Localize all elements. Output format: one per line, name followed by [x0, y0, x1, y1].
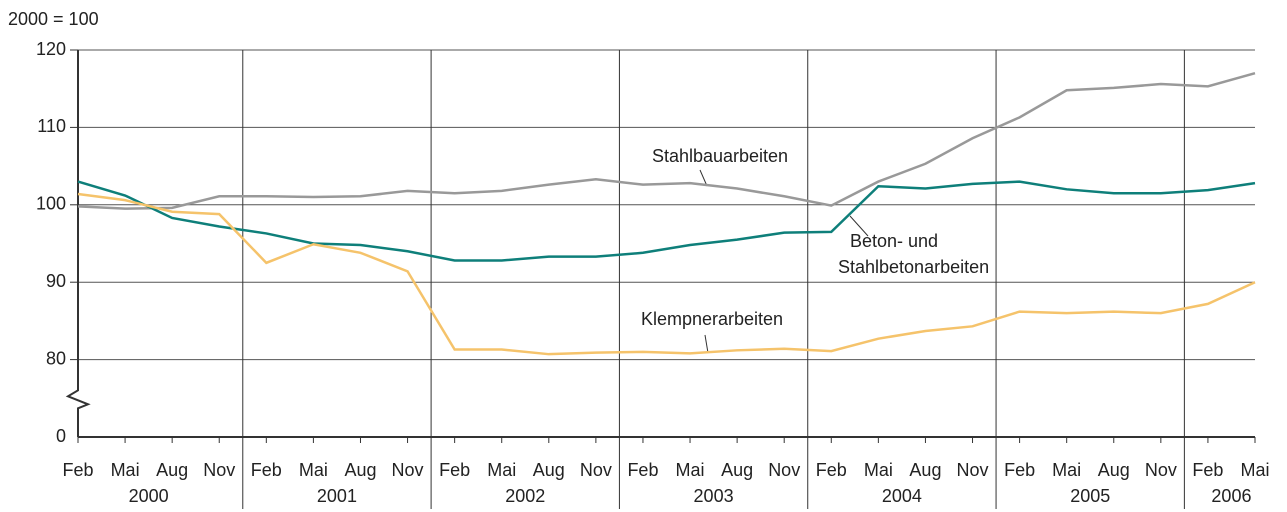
- x-tick-label: Feb: [439, 460, 470, 480]
- leaders: [699, 169, 869, 354]
- leader-line: [704, 334, 709, 354]
- y-tick-label: 90: [46, 271, 66, 291]
- x-tick-label: Feb: [627, 460, 658, 480]
- x-tick-label: Mai: [299, 460, 328, 480]
- series-line: [77, 192, 1256, 356]
- x-tick-label: Mai: [676, 460, 705, 480]
- y-axis: [65, 50, 91, 437]
- x-tick-label: Nov: [580, 460, 612, 480]
- y-tick-label: 0: [56, 426, 66, 446]
- series-label: Beton- und Stahlbetonarbeiten: [838, 231, 990, 277]
- year-label: 2005: [1070, 486, 1110, 506]
- series-line: [77, 72, 1256, 210]
- x-tick-label: Nov: [203, 460, 235, 480]
- year-label: 2002: [505, 486, 545, 506]
- x-tick-label: Aug: [533, 460, 565, 480]
- series-label: Stahlbauarbeiten: [652, 146, 788, 166]
- x-tick-label: Aug: [1098, 460, 1130, 480]
- x-tick-label: Feb: [62, 460, 93, 480]
- x-tick-label: Mai: [487, 460, 516, 480]
- y-tick-label: 100: [36, 194, 66, 214]
- x-tick-label: Aug: [344, 460, 376, 480]
- year-label: 2003: [694, 486, 734, 506]
- x-tick-label: Feb: [251, 460, 282, 480]
- x-tick-label: Nov: [768, 460, 800, 480]
- x-tick-label: Mai: [864, 460, 893, 480]
- y-tick-label: 110: [37, 116, 66, 136]
- y-axis-label: 2000 = 100: [8, 9, 99, 29]
- x-tick-label: Feb: [816, 460, 847, 480]
- x-tick-label: Mai: [111, 460, 140, 480]
- series-label: Klempnerarbeiten: [641, 309, 783, 329]
- x-tick-label: Nov: [392, 460, 424, 480]
- year-label: 2000: [129, 486, 169, 506]
- x-tick-label: Aug: [909, 460, 941, 480]
- y-tick-label: 120: [36, 39, 66, 59]
- series-line: [77, 180, 1256, 262]
- leader-line: [849, 215, 869, 237]
- year-label: 2001: [317, 486, 357, 506]
- x-tick-label: Feb: [1004, 460, 1035, 480]
- x-tick-label: Mai: [1052, 460, 1081, 480]
- year-label: 2004: [882, 486, 922, 506]
- x-tick-label: Nov: [957, 460, 989, 480]
- leader-line: [699, 169, 708, 187]
- x-tick-label: Aug: [156, 460, 188, 480]
- x-tick-label: Nov: [1145, 460, 1177, 480]
- x-tick-label: Aug: [721, 460, 753, 480]
- y-tick-label: 80: [46, 348, 66, 368]
- x-tick-label: Mai: [1240, 460, 1269, 480]
- year-label: 2006: [1211, 486, 1251, 506]
- x-tick-label: Feb: [1192, 460, 1223, 480]
